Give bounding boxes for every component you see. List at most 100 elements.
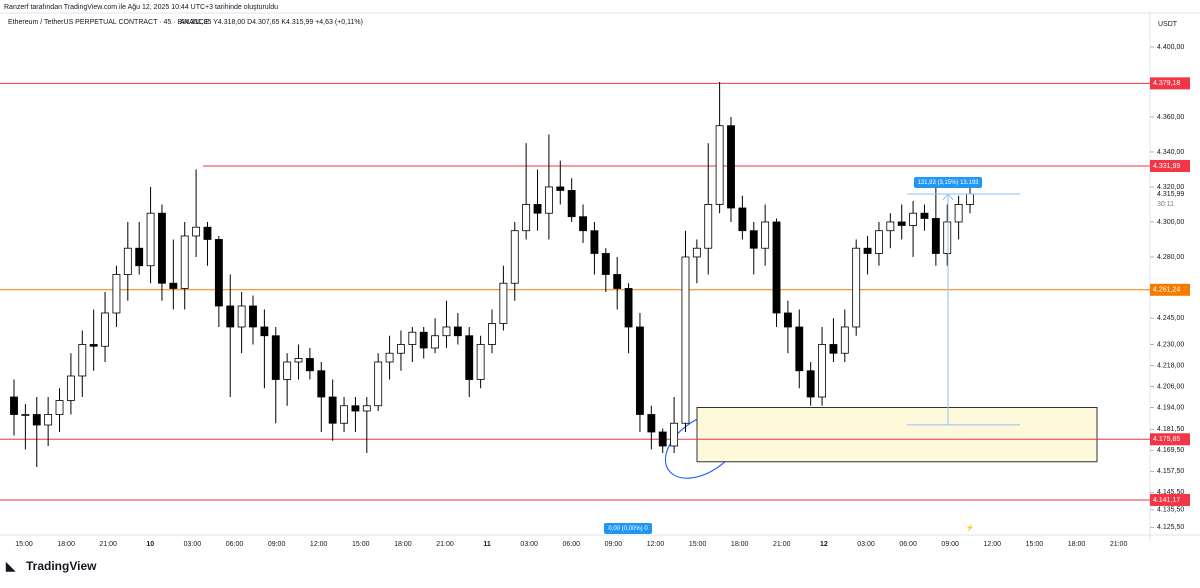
candle-body <box>499 282 508 324</box>
level-label: 4.261,24 <box>1153 287 1180 294</box>
x-tick-label: 11 <box>483 541 491 548</box>
x-tick-label: 18:00 <box>731 541 749 548</box>
zone <box>696 407 1098 463</box>
icon: ⚡ <box>966 523 975 532</box>
candle-body <box>636 326 644 415</box>
x-tick-label: 18:00 <box>1068 541 1086 548</box>
candle-body <box>692 247 701 258</box>
logo-icon: ◣ <box>5 559 16 573</box>
candle-body <box>158 212 166 284</box>
candle-body <box>397 344 405 354</box>
x-tick-label: 15:00 <box>352 541 370 548</box>
candle-body <box>408 331 417 345</box>
candle-body <box>465 335 474 380</box>
candle-body <box>488 323 496 345</box>
zero-label: 0,00 (0,00%) 0 <box>608 526 648 532</box>
y-tick-label: 4.157,50 <box>1157 468 1184 475</box>
y-tick-label: 4.280,00 <box>1157 254 1184 261</box>
x-tick-label: 03:00 <box>857 541 875 548</box>
candle-body <box>317 370 326 398</box>
candle-body <box>32 414 41 426</box>
last-price: 4.315,99 <box>1157 191 1184 198</box>
y-tick-label: 4.181,50 <box>1157 426 1184 433</box>
candle-body <box>203 226 212 240</box>
y-tick-label: 4.206,00 <box>1157 383 1184 390</box>
x-tick-label: 15:00 <box>1026 541 1044 548</box>
level-badge <box>1150 283 1190 296</box>
candle-body <box>920 212 929 219</box>
x-tick-label: 21:00 <box>1110 541 1128 548</box>
y-tick-label: 4.360,00 <box>1157 114 1184 121</box>
logo: TradingView <box>26 559 97 573</box>
x-tick-label: 12:00 <box>984 541 1002 548</box>
y-tick-label: 4.125,50 <box>1157 524 1184 531</box>
x-tick-label: 12:00 <box>647 541 665 548</box>
level-label: 4.331,99 <box>1153 163 1180 170</box>
y-tick-label: 4.230,00 <box>1157 341 1184 348</box>
candle-body <box>590 230 599 254</box>
level-label: 4.175,85 <box>1153 436 1180 443</box>
candle-body <box>431 335 440 349</box>
candle-body <box>44 414 53 426</box>
candle-body <box>897 221 906 226</box>
y-tick-label: 4.194,00 <box>1157 404 1184 411</box>
candle-body <box>66 375 75 401</box>
candle-body <box>169 282 178 289</box>
candle-body <box>340 405 348 424</box>
x-tick-label: 21:00 <box>436 541 454 548</box>
measure-box <box>914 176 982 188</box>
x-tick-label: 06:00 <box>563 541 581 548</box>
candle-body <box>123 247 132 275</box>
y-tick-label: 4.340,00 <box>1157 149 1184 156</box>
candle-body <box>237 305 246 328</box>
candle-body <box>670 422 679 447</box>
level-badge <box>1150 159 1190 172</box>
zero-box <box>604 523 652 534</box>
candle-body <box>533 204 542 214</box>
candle-body <box>772 221 781 314</box>
y-tick-label: 4.218,00 <box>1157 362 1184 369</box>
candle-body <box>613 274 622 289</box>
x-tick-label: 09:00 <box>605 541 623 548</box>
x-tick-label: 06:00 <box>226 541 244 548</box>
y-tick-label: 4.245,00 <box>1157 315 1184 322</box>
candle-body <box>112 274 121 314</box>
candle-body <box>271 335 280 380</box>
candle-body <box>89 344 98 347</box>
candle-body <box>10 396 18 415</box>
candle-body <box>260 326 269 337</box>
level-label: 4.379,18 <box>1153 80 1180 87</box>
candle-body <box>180 235 189 289</box>
footer <box>0 555 1200 583</box>
candle-body <box>21 414 30 416</box>
candle-body <box>78 344 87 377</box>
candle-body <box>385 352 394 363</box>
candle-body <box>681 256 690 424</box>
candle-body <box>362 405 371 412</box>
candle-body <box>192 226 201 237</box>
candle-body <box>442 326 451 337</box>
x-tick-label: 18:00 <box>394 541 412 548</box>
candle-body <box>761 221 770 249</box>
candle-body <box>943 221 952 254</box>
candle-body <box>283 361 292 380</box>
measure-label: 131,93 (3,15%) 13.193 <box>917 180 979 186</box>
candle-body <box>931 218 940 254</box>
x-tick-label: 15:00 <box>15 541 33 548</box>
ohlc: A4.311,35 Y4.318,00 D4.307,65 K4.315,99 … <box>180 19 363 26</box>
x-tick-label: 10 <box>146 541 154 548</box>
x-tick-label: 15:00 <box>689 541 707 548</box>
candle-body <box>601 253 610 275</box>
candle-body <box>146 212 155 267</box>
candle-body <box>522 204 531 232</box>
x-tick-label: 12 <box>820 541 828 548</box>
credit: Ranzerf tarafından TradingView.com ile A… <box>4 4 278 11</box>
candle-body <box>556 186 565 191</box>
candle-body <box>476 344 485 380</box>
candle-body <box>374 361 383 407</box>
candle-body <box>55 400 64 415</box>
candle-body <box>510 230 519 284</box>
candle-body <box>544 186 553 214</box>
x-tick-label: 09:00 <box>268 541 286 548</box>
